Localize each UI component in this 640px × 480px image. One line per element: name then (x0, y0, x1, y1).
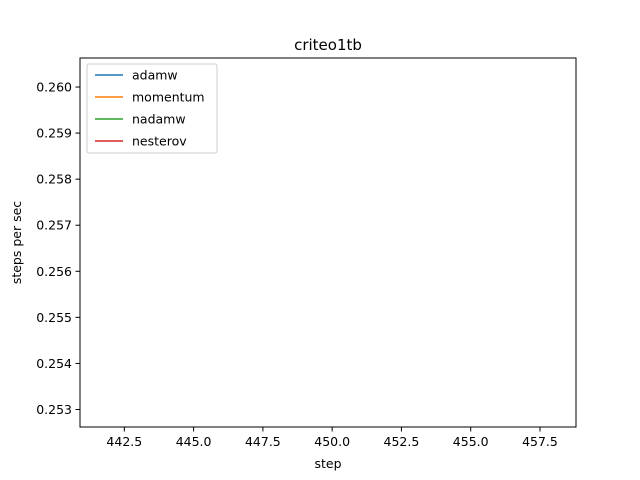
y-tick-label: 0.258 (36, 172, 72, 187)
y-tick-label: 0.259 (36, 126, 72, 141)
y-axis-label: steps per sec (9, 201, 24, 284)
y-tick-label: 0.255 (36, 310, 72, 325)
legend-label-momentum: momentum (132, 90, 205, 105)
x-tick-label: 447.5 (245, 434, 281, 449)
y-tick-label: 0.254 (36, 356, 72, 371)
legend-label-nadamw: nadamw (132, 112, 186, 127)
y-tick-label: 0.256 (36, 264, 72, 279)
chart-title: criteo1tb (294, 36, 362, 54)
legend-label-nesterov: nesterov (132, 134, 187, 149)
x-tick-label: 452.5 (384, 434, 420, 449)
x-axis-label: step (314, 456, 341, 471)
y-tick-label: 0.257 (36, 218, 72, 233)
y-tick-label: 0.253 (36, 402, 72, 417)
legend: adamw momentum nadamw nesterov (86, 63, 218, 154)
x-tick-label: 442.5 (106, 434, 142, 449)
x-tick-label: 455.0 (453, 434, 489, 449)
x-axis: 442.5 445.0 447.5 450.0 452.5 455.0 457.5 (106, 427, 558, 449)
x-tick-label: 445.0 (176, 434, 212, 449)
x-tick-label: 450.0 (314, 434, 350, 449)
legend-box (86, 63, 218, 154)
y-tick-label: 0.260 (36, 80, 72, 95)
legend-label-adamw: adamw (132, 68, 178, 83)
x-tick-label: 457.5 (522, 434, 558, 449)
y-axis: 0.253 0.254 0.255 0.256 0.257 0.258 0.259 0.260 (36, 80, 80, 417)
